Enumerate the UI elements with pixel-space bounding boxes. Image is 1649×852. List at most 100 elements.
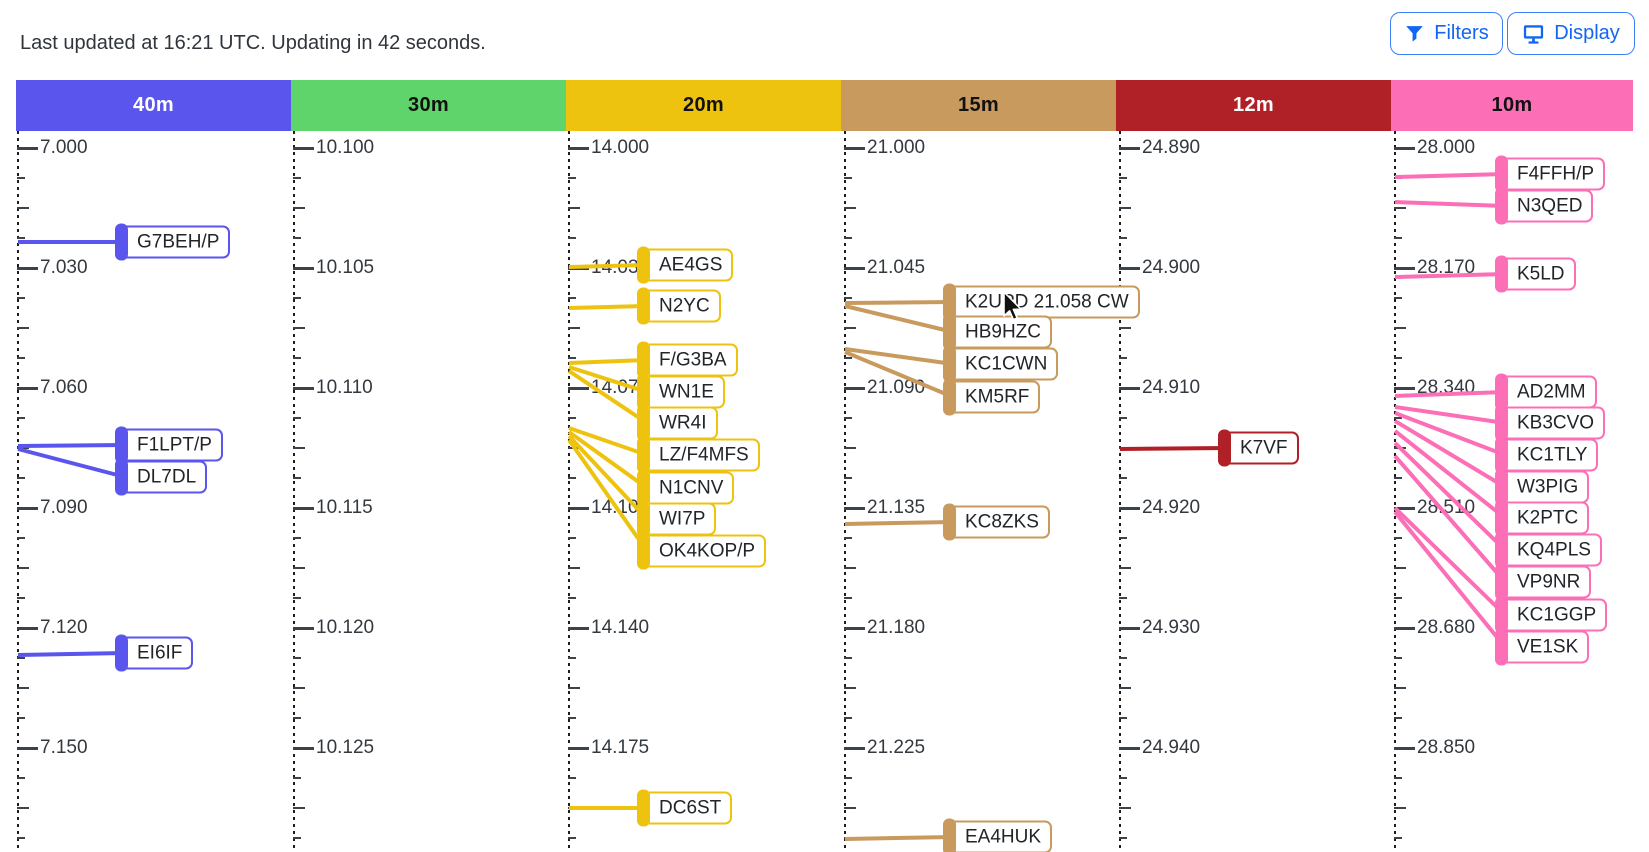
spot-AD2MM[interactable]: AD2MM	[1495, 373, 1597, 411]
spot-callsign: KC1GGP	[1517, 604, 1597, 625]
spot-K7VF[interactable]: K7VF	[1218, 429, 1299, 467]
spot-F1LPT/P[interactable]: F1LPT/P	[115, 426, 223, 464]
major-tick	[844, 386, 865, 390]
minor-tick	[568, 597, 576, 599]
spot-WI7P[interactable]: WI7P	[637, 500, 717, 538]
spot-VE1SK[interactable]: VE1SK	[1495, 628, 1590, 666]
spot-EI6IF[interactable]: EI6IF	[115, 634, 194, 672]
spot-K2UPD[interactable]: K2UPD 21.058 CW	[943, 283, 1140, 321]
band-header-10m: 10m	[1391, 80, 1633, 131]
frequency-ruler-30m	[293, 131, 295, 852]
spot-line-WI7P	[567, 434, 649, 521]
minor-tick	[844, 447, 856, 449]
spot-color-bar	[637, 246, 650, 284]
tick-label-24.930: 24.930	[1142, 617, 1201, 638]
spot-DL7DL[interactable]: DL7DL	[115, 458, 208, 496]
spot-KC1GGP[interactable]: KC1GGP	[1495, 596, 1608, 634]
minor-tick	[844, 687, 856, 689]
filters-button-label: Filters	[1434, 22, 1489, 44]
minor-tick	[1394, 567, 1406, 569]
major-tick	[293, 386, 314, 390]
tick-label-21.000: 21.000	[867, 137, 926, 158]
spot-F/G3BA[interactable]: F/G3BA	[637, 341, 738, 379]
spot-color-bar	[1218, 429, 1231, 467]
minor-tick	[844, 417, 852, 419]
spot-color-bar	[115, 426, 128, 464]
spot-OK4KOP/P[interactable]: OK4KOP/P	[637, 532, 767, 570]
tick-label-24.900: 24.900	[1142, 257, 1201, 278]
spot-KM5RF[interactable]: KM5RF	[943, 378, 1041, 416]
spot-K5LD[interactable]: K5LD	[1495, 255, 1576, 293]
minor-tick	[1119, 807, 1131, 809]
spot-callsign: WN1E	[659, 381, 714, 402]
spot-line-KM5RF	[844, 350, 954, 399]
minor-tick	[293, 207, 305, 209]
spot-VP9NR[interactable]: VP9NR	[1495, 563, 1592, 601]
spot-AE4GS[interactable]: AE4GS	[637, 246, 734, 284]
spot-callsign: AE4GS	[659, 254, 723, 275]
spot-line-N3QED	[1394, 200, 1506, 208]
spot-color-bar	[637, 500, 650, 538]
tick-label-14.175: 14.175	[591, 737, 650, 758]
spot-KQ4PLS[interactable]: KQ4PLS	[1495, 531, 1602, 569]
spot-W3PIG[interactable]: W3PIG	[1495, 468, 1590, 506]
spot-F4FFH/P[interactable]: F4FFH/P	[1495, 155, 1606, 193]
spot-KC1TLY[interactable]: KC1TLY	[1495, 436, 1599, 474]
tick-label-10.100: 10.100	[316, 137, 375, 158]
major-tick	[1119, 146, 1140, 150]
spot-color-bar	[1495, 596, 1508, 634]
minor-tick	[568, 777, 576, 779]
spot-DC6ST[interactable]: DC6ST	[637, 789, 733, 827]
filter-funnel-icon	[1404, 23, 1425, 44]
spot-WN1E[interactable]: WN1E	[637, 373, 725, 411]
spot-callsign: K7VF	[1240, 437, 1288, 458]
spot-EA4HUK[interactable]: EA4HUK	[943, 818, 1053, 852]
minor-tick	[568, 717, 576, 719]
spot-G7BEH/P[interactable]: G7BEH/P	[115, 223, 231, 261]
spot-color-bar	[943, 818, 956, 852]
spot-KC1CWN[interactable]: KC1CWN	[943, 345, 1059, 383]
minor-tick	[1394, 537, 1402, 539]
major-tick	[1394, 146, 1415, 150]
spot-K2PTC[interactable]: K2PTC	[1495, 499, 1590, 537]
spot-color-bar	[115, 223, 128, 261]
tick-label-24.940: 24.940	[1142, 737, 1201, 758]
spot-color-bar	[943, 503, 956, 541]
major-tick	[568, 146, 589, 150]
band-header-12m: 12m	[1116, 80, 1391, 131]
minor-tick	[293, 717, 301, 719]
spot-callsign: VP9NR	[1517, 571, 1581, 592]
spot-line-KB3CVO	[1394, 405, 1506, 425]
spot-line-KC1TLY	[1394, 411, 1506, 457]
spot-N3QED[interactable]: N3QED	[1495, 187, 1594, 225]
major-tick	[1394, 626, 1415, 630]
display-button[interactable]: Display	[1507, 12, 1635, 55]
minor-tick	[17, 537, 25, 539]
minor-tick	[844, 297, 852, 299]
spot-line-KQ4PLS	[1393, 441, 1507, 552]
spot-color-bar	[1495, 468, 1508, 506]
major-tick	[17, 626, 38, 630]
minor-tick	[844, 357, 852, 359]
filters-button[interactable]: Filters	[1390, 12, 1503, 55]
spot-color-bar	[1495, 628, 1508, 666]
spot-KC8ZKS[interactable]: KC8ZKS	[943, 503, 1050, 541]
spot-WR4I[interactable]: WR4I	[637, 404, 718, 442]
spot-HB9HZC[interactable]: HB9HZC	[943, 313, 1053, 351]
minor-tick	[1119, 837, 1127, 839]
spot-color-bar	[637, 469, 650, 507]
spot-LZ/F4MFS[interactable]: LZ/F4MFS	[637, 436, 760, 474]
major-tick	[1394, 746, 1415, 750]
minor-tick	[568, 687, 580, 689]
minor-tick	[844, 567, 856, 569]
spot-color-bar	[943, 283, 956, 321]
tick-label-28.680: 28.680	[1417, 617, 1476, 638]
minor-tick	[1394, 687, 1406, 689]
spot-N2YC[interactable]: N2YC	[637, 287, 721, 325]
major-tick	[17, 266, 38, 270]
spot-N1CNV[interactable]: N1CNV	[637, 469, 735, 507]
tick-label-10.115: 10.115	[316, 497, 373, 518]
spot-KB3CVO[interactable]: KB3CVO	[1495, 404, 1606, 442]
tick-label-7.030: 7.030	[40, 257, 88, 278]
